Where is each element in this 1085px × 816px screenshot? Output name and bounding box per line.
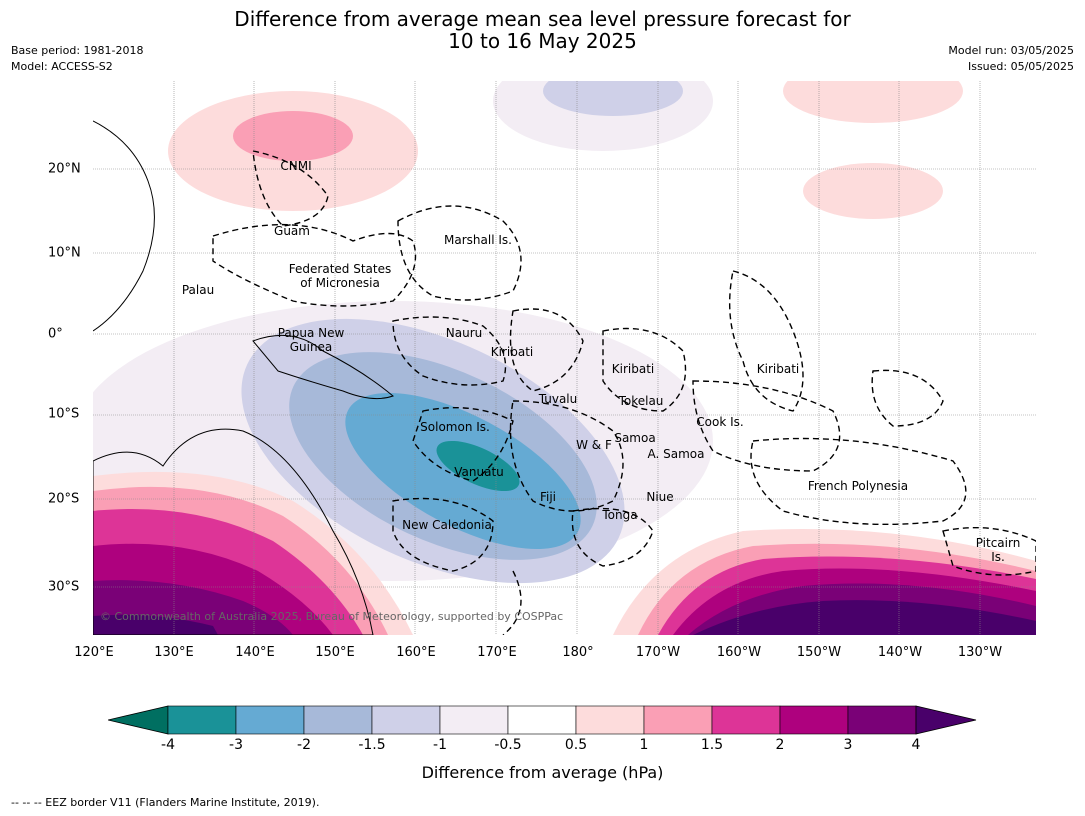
model-run: Model run: 03/05/2025: [948, 44, 1074, 57]
colorbar-bin: [303, 705, 373, 735]
x-tick: 160°W: [716, 645, 762, 660]
y-tick: 10°N: [48, 245, 81, 261]
x-tick: 180°: [562, 645, 594, 660]
region-label-tuvalu: Tuvalu: [538, 392, 578, 406]
colorbar-bin: [779, 705, 849, 735]
colorbar-tick: -3: [229, 737, 243, 753]
issued-date: Issued: 05/05/2025: [967, 60, 1074, 73]
colorbar-bin: [643, 705, 713, 735]
region-label-cook: Cook Is.: [696, 415, 744, 429]
eez-footnote: -- -- -- EEZ border V11 (Flanders Marine…: [11, 796, 320, 809]
y-tick: 20°S: [48, 491, 80, 507]
colorbar-tick: -2: [297, 737, 311, 753]
x-tick: 170°E: [477, 645, 517, 660]
anomaly-contour-pos1-north: [233, 111, 353, 161]
colorbar-tick: -0.5: [494, 737, 522, 753]
region-label-png-1: Papua New: [277, 326, 345, 340]
colorbar-bin: [371, 705, 441, 735]
y-tick: 20°N: [48, 161, 81, 177]
region-label-french-polynesia: French Polynesia: [807, 479, 909, 493]
model-name: Model: ACCESS-S2: [11, 60, 113, 73]
region-label-kiribati-central: Kiribati: [611, 362, 655, 376]
australia-coastline: [93, 428, 374, 635]
x-tick: 140°W: [877, 645, 923, 660]
region-label-cnmi: CNMI: [280, 159, 312, 173]
copyright-notice: © Commonwealth of Australia 2025, Bureau…: [100, 610, 564, 623]
region-label-pitcairn-2: Is.: [991, 550, 1005, 564]
region-label-kiribati-east: Kiribati: [756, 362, 800, 376]
philippines-coastline: [93, 120, 155, 332]
region-label-solomon: Solomon Is.: [420, 420, 490, 434]
anomaly-contour-pos05-ne: [783, 81, 963, 123]
eez-borders: [212, 150, 1036, 635]
colorbar-tick: -1.5: [358, 737, 386, 753]
colorbar-bin: [575, 705, 645, 735]
region-label-pitcairn-1: Pitcairn: [975, 536, 1021, 550]
x-tick: 120°E: [74, 645, 114, 660]
x-tick: 150°E: [315, 645, 355, 660]
region-label-png-2: Guinea: [289, 340, 333, 354]
x-tick: 160°E: [396, 645, 436, 660]
map-canvas: [93, 81, 1036, 635]
colorbar-tick: 0.5: [564, 737, 588, 753]
region-label-guam: Guam: [274, 224, 310, 238]
colorbar-extend-high: [915, 705, 977, 735]
colorbar-bin: [167, 705, 237, 735]
colorbar-tick: 4: [911, 737, 921, 753]
y-tick: 30°S: [48, 579, 80, 595]
anomaly-contour-pos05-east: [803, 163, 943, 219]
colorbar-extend-low: [108, 705, 169, 735]
anomaly-contour-pos4-se: [693, 600, 1036, 635]
y-tick: 0°: [48, 326, 63, 342]
title-line-2: 10 to 16 May 2025: [448, 29, 637, 53]
colorbar-bin: [507, 705, 577, 735]
colorbar-bin: [847, 705, 917, 735]
meta-left: Base period: 1981-2018 Model: ACCESS-S2: [11, 43, 143, 75]
anomaly-contour-neg1-north: [543, 81, 683, 116]
region-label-fsm-1: Federated States: [288, 262, 392, 276]
colorbar-tick: 2: [775, 737, 785, 753]
anomaly-contour-neg3: [436, 440, 520, 492]
x-tick: 130°W: [957, 645, 1003, 660]
colorbar-bin: [439, 705, 509, 735]
region-label-tonga: Tonga: [602, 508, 638, 522]
region-label-vanuatu: Vanuatu: [454, 465, 504, 479]
region-label-marshall: Marshall Is.: [444, 233, 512, 247]
region-label-kiribati-west: Kiribati: [490, 345, 534, 359]
colorbar-tick: -1: [433, 737, 447, 753]
x-tick: 150°W: [796, 645, 842, 660]
title-line-1: Difference from average mean sea level p…: [234, 7, 851, 31]
region-label-tokelau: Tokelau: [618, 394, 664, 408]
region-label-wf: W & F: [576, 438, 612, 452]
colorbar: [108, 705, 977, 735]
region-label-nauru: Nauru: [445, 326, 483, 340]
region-label-fsm-2: of Micronesia: [300, 276, 380, 290]
png-coastline: [252, 334, 394, 400]
region-label-palau: Palau: [181, 283, 215, 297]
region-label-fiji: Fiji: [539, 490, 557, 504]
chart-title: Difference from average mean sea level p…: [0, 8, 1085, 52]
meta-right: Model run: 03/05/2025 Issued: 05/05/2025: [948, 43, 1074, 75]
colorbar-label: Difference from average (hPa): [421, 763, 664, 782]
anomaly-contour-pos4-sw: [93, 614, 218, 635]
colorbar-tick: 1: [639, 737, 649, 753]
region-label-niue: Niue: [646, 490, 674, 504]
map-panel: [93, 81, 1036, 635]
y-tick: 10°S: [48, 406, 80, 422]
region-label-samoa: Samoa: [614, 431, 656, 445]
gridlines: [93, 81, 1036, 635]
x-tick: 170°W: [635, 645, 681, 660]
x-tick: 140°E: [235, 645, 275, 660]
base-period: Base period: 1981-2018: [11, 44, 144, 57]
colorbar-bin: [711, 705, 781, 735]
colorbar-tick: 3: [843, 737, 853, 753]
region-label-new-caledonia: New Caledonia: [402, 518, 492, 532]
x-tick: 130°E: [154, 645, 194, 660]
colorbar-tick: 1.5: [700, 737, 724, 753]
colorbar-bin: [235, 705, 305, 735]
region-label-american-samoa: A. Samoa: [647, 447, 705, 461]
colorbar-tick: -4: [161, 737, 175, 753]
